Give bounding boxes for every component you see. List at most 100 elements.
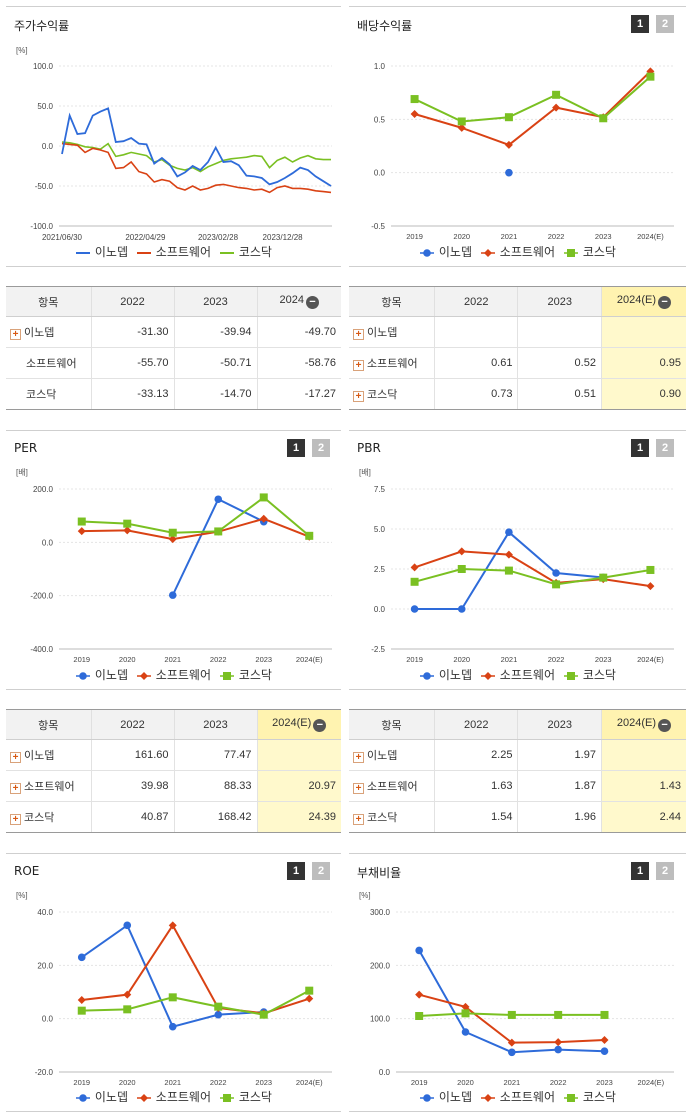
legend-label: 소프트웨어 [495,668,555,682]
legend-item[interactable]: 코스닥 [563,243,616,260]
legend-item[interactable]: 코스닥 [563,1088,616,1105]
data-point [505,528,513,536]
y-tick-label: 0.0 [42,1015,54,1024]
legend-marker-icon [220,671,234,680]
stock-return-panel: 주가수익률 [%] 100.0 50.0 0.0 -50.0 -100.0 2021/06/… [6,6,341,267]
data-point [461,1028,470,1036]
toggle-1-button[interactable]: 1 [287,862,305,880]
row-label: + 코스닥 [349,378,435,410]
y-tick-label: 2.5 [374,565,386,574]
x-tick-label: 2020 [457,1078,474,1087]
expand-icon[interactable]: + [353,360,364,371]
row-label: + 소프트웨어 [349,770,435,802]
y-tick-label: -50.0 [35,182,54,191]
legend: 이노뎁 소프트웨어 코스닥 [349,666,686,683]
data-point [410,110,419,118]
collapse-icon[interactable]: − [658,296,672,309]
table-cell: 0.61 [433,347,518,379]
toggle-1-button[interactable]: 1 [631,862,649,880]
x-tick-label: 2022 [210,655,227,664]
legend-item[interactable]: 소프트웨어 [136,243,211,260]
expand-icon[interactable]: + [353,814,364,825]
data-point [305,994,314,1003]
toggle-2-button[interactable]: 2 [656,15,674,33]
table-cell [600,739,686,771]
table-cell: -58.76 [256,347,341,379]
legend-marker [423,1093,431,1102]
legend-marker [423,248,431,257]
data-point [168,591,177,599]
data-point [461,1002,470,1011]
legend-item[interactable]: 소프트웨어 [480,1088,555,1105]
legend-marker [79,1093,87,1102]
table-cell [517,316,602,348]
legend-marker [567,1093,575,1102]
legend-marker [223,671,231,680]
legend-marker-icon [76,251,91,254]
y-tick-label: 200.0 [370,961,391,970]
legend-item[interactable]: 이노뎁 [419,243,472,260]
series-line [414,75,652,123]
legend-item[interactable]: 소프트웨어 [480,666,555,683]
data-point [415,946,423,955]
legend-marker-icon [480,671,495,680]
x-tick-label: 2024(E) [637,232,664,241]
y-tick-label: 0.0 [374,169,386,178]
y-tick-label: 0.5 [374,115,386,124]
expand-icon[interactable]: + [10,329,21,340]
legend-item[interactable]: 소프트웨어 [480,243,555,260]
data-point [214,495,223,504]
collapse-icon[interactable]: − [305,296,319,309]
legend-item[interactable]: 이노뎁 [75,1088,128,1105]
data-point [123,526,132,535]
table-row: + 소프트웨어 39.98 88.33 20.97 [6,770,341,802]
legend: 이노뎁 소프트웨어 코스닥 [349,243,686,260]
data-point [504,550,513,559]
x-tick-label: 2021 [501,655,518,664]
legend-item[interactable]: 이노뎁 [75,243,128,260]
legend-item[interactable]: 이노뎁 [419,1088,472,1105]
legend-item[interactable]: 이노뎁 [75,666,128,683]
expand-icon[interactable]: + [10,752,21,763]
column-header-item: 항목 [349,709,435,740]
toggle-2-button[interactable]: 2 [656,439,674,457]
toggle-2-button[interactable]: 2 [312,439,330,457]
toggle-1-button[interactable]: 1 [631,439,649,457]
legend-marker-icon [564,248,578,257]
legend-item[interactable]: 이노뎁 [419,666,472,683]
y-tick-label: 20.0 [37,961,53,970]
collapse-icon[interactable]: − [658,719,672,732]
legend-item[interactable]: 코스닥 [219,666,272,683]
data-point [259,514,268,523]
toggle-2-button[interactable]: 2 [312,862,330,880]
legend-item[interactable]: 소프트웨어 [136,666,211,683]
dividend-chart: 1.0 0.5 0.0 -0.5 2019 2020 2021 2022 2023 2024(E) [371,62,674,241]
legend-marker-icon [480,248,495,257]
toggle-2-button[interactable]: 2 [656,862,674,880]
expand-icon[interactable]: + [10,783,21,794]
expand-icon[interactable]: + [353,752,364,763]
legend-item[interactable]: 코스닥 [219,1088,272,1105]
legend-item[interactable]: 소프트웨어 [136,1088,211,1105]
toggle-1-button[interactable]: 1 [287,439,305,457]
x-tick-label: 2021 [501,232,518,241]
table-cell: -17.27 [256,378,341,410]
y-axis-unit: [%] [16,46,28,55]
legend-item[interactable]: 코스닥 [563,666,616,683]
collapse-icon[interactable]: − [313,719,327,732]
data-point [415,1012,424,1020]
expand-icon[interactable]: + [353,391,364,402]
x-tick-label: 2021/06/30 [42,233,83,242]
legend: 이노뎁 소프트웨어 코스닥 [349,1088,686,1105]
expand-icon[interactable]: + [353,783,364,794]
expand-icon[interactable]: + [353,329,364,340]
data-point [457,565,466,573]
legend-marker-icon [136,1093,151,1102]
table-row: + 코스닥 1.54 1.96 2.44 [349,801,686,833]
y-axis-unit: [%] [16,891,28,900]
column-header-year: 2022 [433,709,518,740]
expand-icon[interactable]: + [10,814,21,825]
toggle-1-button[interactable]: 1 [631,15,649,33]
row-name: 이노뎁 [24,750,55,762]
legend-item[interactable]: 코스닥 [219,243,272,260]
